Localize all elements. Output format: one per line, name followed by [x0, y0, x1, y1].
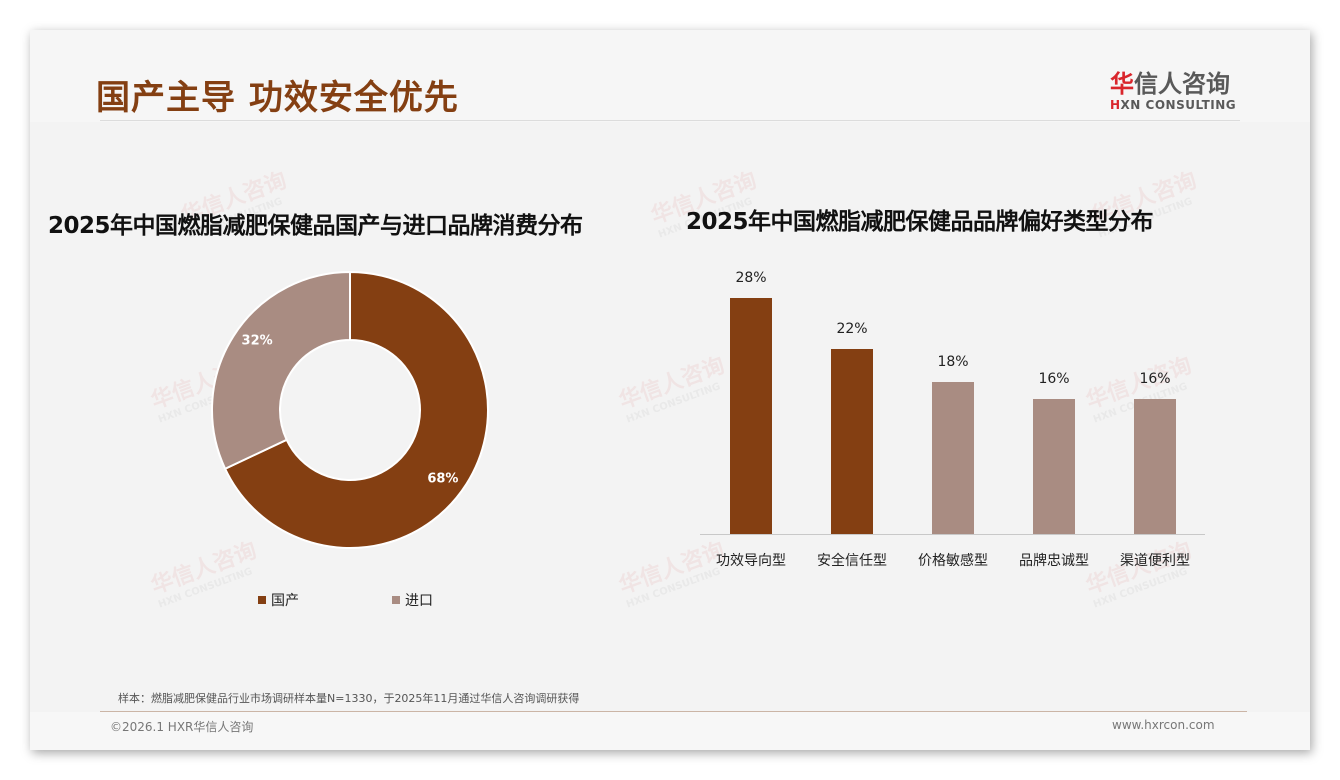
bar-category-label: 功效导向型 — [716, 553, 786, 569]
legend-label-imported: 进口 — [405, 593, 433, 609]
donut-chart-title: 2025年中国燃脂减肥保健品国产与进口品牌消费分布 — [48, 213, 583, 239]
header-divider — [100, 120, 1240, 121]
logo-cn-accent: 华 — [1110, 70, 1134, 98]
bar-category-label: 安全信任型 — [817, 553, 887, 569]
legend-item-domestic: 国产 — [258, 590, 299, 610]
logo-cn-text: 信人咨询 — [1134, 70, 1230, 98]
footer-divider — [100, 711, 1247, 712]
legend-swatch-domestic — [258, 596, 266, 604]
bar-value-label: 16% — [1038, 371, 1070, 388]
legend-swatch-imported — [392, 596, 400, 604]
donut-slice — [211, 270, 351, 471]
logo-cn: 华信人咨询 — [1110, 64, 1250, 99]
bar-value-label: 18% — [937, 354, 969, 371]
website-link[interactable]: www.hxrcon.com — [1112, 718, 1215, 732]
legend-label-domestic: 国产 — [271, 593, 299, 609]
bar-category-label: 渠道便利型 — [1120, 553, 1190, 569]
bar — [932, 382, 974, 534]
donut-chart — [211, 270, 489, 549]
donut-slice-label: 68% — [427, 471, 459, 487]
slide: 国产主导 功效安全优先 华信人咨询 HXN CONSULTING 华信人咨询 HX… — [30, 30, 1310, 750]
bar-category-label: 价格敏感型 — [918, 553, 988, 569]
bar — [730, 298, 772, 534]
bar-value-label: 22% — [836, 320, 868, 337]
bar — [1134, 399, 1176, 534]
bar-chart-title: 2025年中国燃脂减肥保健品品牌偏好类型分布 — [686, 209, 1154, 235]
donut-slice — [223, 270, 489, 549]
donut-slice-label: 32% — [241, 333, 273, 349]
logo-en-text: XN CONSULTING — [1120, 98, 1237, 112]
bar — [1033, 399, 1075, 534]
company-logo: 华信人咨询 HXN CONSULTING — [1110, 64, 1250, 112]
bar-value-label: 28% — [735, 270, 767, 286]
legend-item-imported: 进口 — [392, 590, 433, 610]
header-band — [30, 30, 1310, 122]
bar — [831, 348, 873, 534]
sample-note: 样本：燃脂减肥保健品行业市场调研样本量N=1330，于2025年11月通过华信人… — [118, 692, 580, 705]
logo-en: HXN CONSULTING — [1110, 98, 1250, 112]
bar-category-label: 品牌忠诚型 — [1019, 553, 1089, 569]
bar-chart-x-axis — [700, 534, 1205, 535]
page-title: 国产主导 功效安全优先 — [96, 78, 459, 118]
footer-band — [30, 712, 1310, 750]
copyright: ©2026.1 HXR华信人咨询 — [110, 720, 254, 734]
bar-value-label: 16% — [1139, 371, 1171, 388]
logo-en-accent: H — [1110, 98, 1121, 112]
